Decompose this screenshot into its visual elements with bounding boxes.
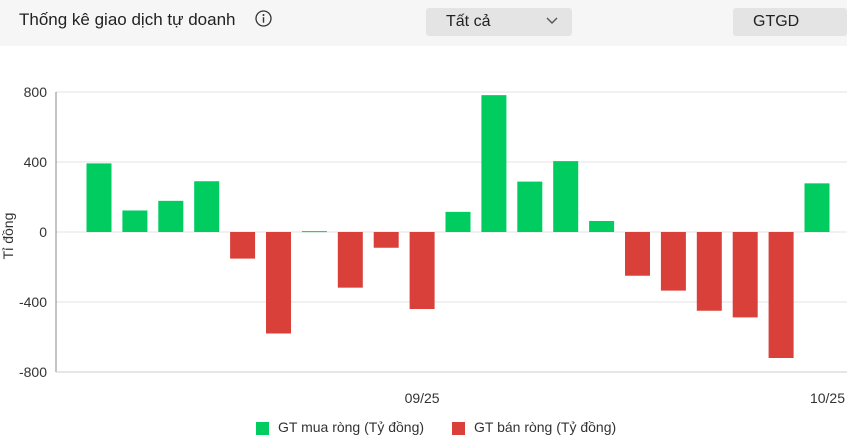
bar-net-buy	[553, 161, 579, 232]
bar-net-sell	[373, 232, 399, 248]
bar-net-sell	[732, 232, 758, 318]
bar-net-sell	[230, 232, 256, 259]
info-icon[interactable]	[255, 10, 272, 27]
bar-net-sell	[660, 232, 686, 291]
bar-net-buy	[517, 181, 543, 232]
filter-dropdown-label: Tất cả	[446, 13, 491, 30]
bar-net-buy	[804, 183, 830, 232]
bar-net-buy	[194, 181, 220, 232]
y-tick-label: -800	[19, 364, 47, 380]
bar-net-buy	[445, 211, 471, 232]
bar-net-sell	[768, 232, 794, 358]
legend-label-buy: GT mua ròng (Tỷ đồng)	[278, 419, 425, 435]
y-axis-label: Tỉ đồng	[0, 213, 16, 260]
chart-legend: GT mua ròng (Tỷ đồng) GT bán ròng (Tỷ đồ…	[0, 419, 847, 441]
y-tick-label: -400	[19, 294, 47, 310]
bar-net-sell	[337, 232, 363, 288]
legend-label-sell: GT bán ròng (Tỷ đồng)	[474, 419, 617, 435]
bar-net-sell	[409, 232, 435, 309]
y-tick-label: 0	[39, 224, 47, 240]
x-tick-label: 10/25	[810, 390, 845, 406]
bar-net-buy	[158, 200, 184, 232]
net-trading-bar-chart: 800 400 0 -400 -800 Tỉ đồng 09/25 10/25	[0, 84, 847, 406]
metric-dropdown[interactable]: GTGD	[733, 8, 847, 36]
chevron-down-icon	[546, 17, 558, 24]
x-tick-label: 09/25	[405, 390, 440, 406]
bar-net-buy	[122, 210, 148, 232]
legend-swatch-buy	[256, 422, 269, 435]
metric-dropdown-label: GTGD	[753, 13, 800, 30]
y-tick-label: 400	[24, 154, 48, 170]
bar-net-buy	[481, 95, 507, 233]
bar-net-sell	[625, 232, 650, 276]
y-tick-label: 800	[24, 84, 48, 100]
page-title: Thống kê giao dịch tự doanh	[19, 10, 236, 29]
filter-dropdown[interactable]: Tất cả	[426, 8, 572, 36]
bar-net-sell	[266, 232, 291, 334]
bar-net-buy	[589, 220, 615, 232]
bar-net-buy	[301, 231, 327, 233]
legend-swatch-sell	[452, 422, 465, 435]
bar-net-sell	[696, 232, 722, 311]
bar-net-buy	[86, 163, 112, 232]
header-bar: Thống kê giao dịch tự doanh Tất cả GTGD	[0, 0, 847, 46]
